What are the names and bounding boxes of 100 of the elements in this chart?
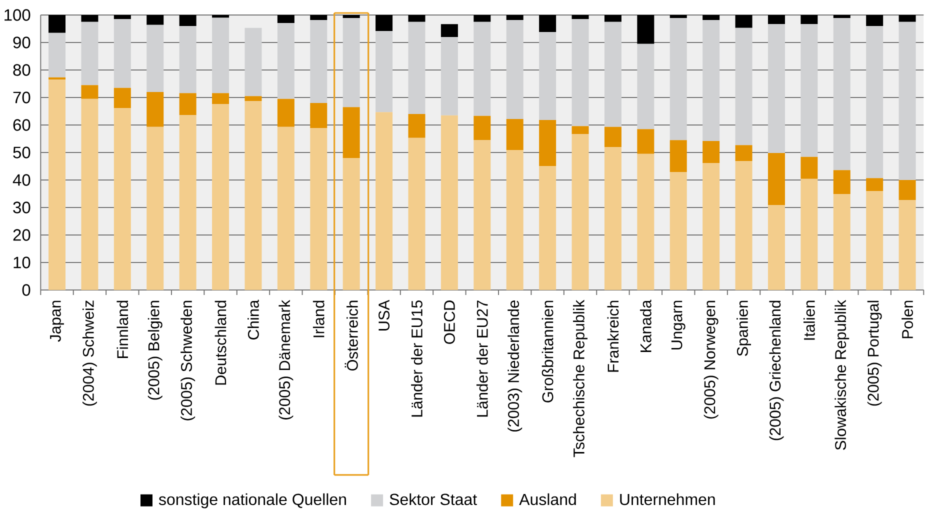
bar bbox=[114, 108, 131, 290]
bar bbox=[735, 161, 752, 290]
x-tick-label: Irland bbox=[312, 300, 324, 338]
legend-label: Sektor Staat bbox=[390, 493, 477, 506]
bar bbox=[702, 14, 720, 20]
bar bbox=[572, 14, 589, 20]
bar bbox=[670, 172, 687, 290]
bar bbox=[342, 18, 360, 108]
y-tick-label: 90 bbox=[13, 36, 30, 48]
x-tick-label: Länder der EU15 bbox=[411, 300, 422, 417]
y-tick-label: 60 bbox=[13, 119, 30, 131]
bar bbox=[800, 24, 818, 157]
bar bbox=[408, 138, 426, 290]
bar bbox=[212, 104, 230, 290]
bar bbox=[440, 24, 458, 37]
x-tick-label: (2005) Schweden bbox=[180, 300, 196, 420]
bar bbox=[735, 28, 752, 146]
bar bbox=[800, 14, 818, 24]
x-tick-label: Japan bbox=[50, 300, 64, 342]
bar bbox=[440, 36, 458, 116]
bar bbox=[277, 98, 294, 127]
bar bbox=[474, 22, 491, 116]
bar bbox=[277, 22, 294, 99]
bar bbox=[604, 146, 622, 290]
bar bbox=[898, 200, 916, 290]
bar bbox=[277, 126, 294, 290]
bar bbox=[114, 14, 131, 20]
bar bbox=[768, 24, 785, 154]
bar bbox=[342, 158, 360, 290]
bar bbox=[539, 166, 556, 290]
bar bbox=[277, 14, 294, 23]
y-tick-label: 80 bbox=[13, 64, 30, 76]
x-tick-label: Finnland bbox=[116, 300, 128, 358]
x-tick-label: Polen bbox=[902, 300, 913, 338]
x-tick-label: Slowakische Republik bbox=[834, 300, 850, 450]
bar bbox=[572, 134, 589, 290]
bar bbox=[81, 98, 98, 290]
bar bbox=[376, 112, 393, 290]
bar bbox=[81, 85, 98, 99]
x-tick-label: China bbox=[248, 300, 259, 340]
bar bbox=[866, 26, 884, 178]
x-tick-label: Länder der EU27 bbox=[476, 300, 488, 417]
bar bbox=[506, 14, 524, 20]
y-tick-label: 20 bbox=[13, 229, 30, 241]
bar bbox=[539, 14, 556, 32]
x-tick-label: (2005) Belgien bbox=[148, 300, 162, 400]
bar bbox=[376, 30, 393, 112]
y-tick-label: 30 bbox=[13, 202, 30, 214]
legend-label: sonstige nationale Quellen bbox=[158, 493, 346, 508]
x-tick-label: USA bbox=[378, 300, 390, 330]
bar bbox=[604, 22, 622, 127]
x-tick-label: Frankreich bbox=[607, 300, 619, 372]
bar bbox=[146, 92, 164, 127]
bar bbox=[768, 205, 785, 290]
bar bbox=[81, 14, 98, 22]
x-tick-label: Spanien bbox=[736, 300, 751, 356]
x-tick-label: (2005) Norwegen bbox=[704, 300, 718, 419]
bar bbox=[898, 180, 916, 200]
x-tick-label: Großbritannien bbox=[542, 300, 554, 402]
bar bbox=[866, 190, 884, 290]
bar bbox=[898, 14, 916, 22]
bar bbox=[866, 14, 884, 26]
bar bbox=[702, 140, 720, 163]
bar bbox=[506, 118, 524, 150]
x-tick-label: (2005) Portugal bbox=[867, 300, 882, 406]
bar bbox=[506, 150, 524, 290]
bar bbox=[179, 26, 196, 94]
bar bbox=[212, 14, 230, 18]
bar bbox=[48, 80, 66, 290]
bar bbox=[48, 32, 66, 78]
bar bbox=[114, 88, 131, 108]
bar bbox=[81, 22, 98, 86]
bar bbox=[539, 120, 556, 166]
x-tick-label: Ungarn bbox=[671, 300, 686, 350]
x-tick-label: (2003) Niederlande bbox=[508, 300, 522, 432]
bar bbox=[244, 101, 262, 290]
x-tick-label: (2005) Griechenland bbox=[769, 300, 784, 440]
bar bbox=[702, 20, 720, 141]
y-tick-label: 40 bbox=[12, 174, 30, 186]
y-tick-label: 0 bbox=[22, 284, 30, 296]
y-tick-label: 50 bbox=[13, 146, 30, 158]
bar bbox=[604, 126, 622, 147]
y-tick-label: 70 bbox=[13, 92, 30, 104]
bar bbox=[735, 14, 752, 28]
bar bbox=[48, 14, 66, 33]
bar bbox=[310, 20, 328, 103]
bar bbox=[179, 14, 196, 26]
bar bbox=[637, 154, 654, 290]
bar bbox=[244, 96, 262, 102]
bar bbox=[768, 153, 785, 206]
bar bbox=[898, 22, 916, 180]
bar bbox=[768, 14, 785, 24]
bar bbox=[342, 107, 360, 158]
bar bbox=[800, 178, 818, 290]
bar bbox=[310, 102, 328, 128]
bar bbox=[539, 32, 556, 120]
x-tick-label: (2005) Dänemark bbox=[278, 300, 294, 420]
bar bbox=[833, 194, 850, 290]
bar bbox=[637, 129, 654, 154]
bar bbox=[800, 156, 818, 179]
